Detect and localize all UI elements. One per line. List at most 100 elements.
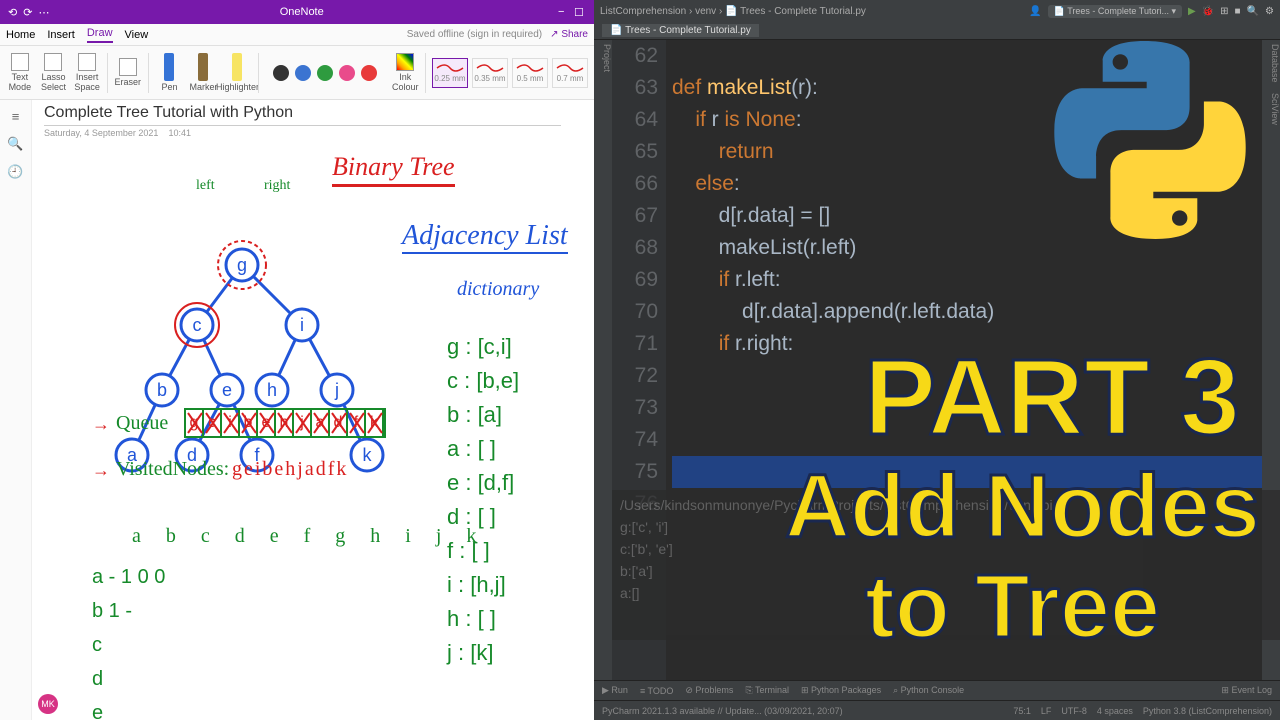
toolwin-tab[interactable]: ⎘ Terminal bbox=[745, 685, 789, 696]
maximize-icon[interactable]: ☐ bbox=[574, 6, 586, 18]
menu-draw[interactable]: Draw bbox=[87, 27, 113, 43]
ink-title-binary: Binary Tree bbox=[332, 152, 455, 187]
color-swatch[interactable] bbox=[273, 65, 289, 81]
overlay-line1: PART 3 bbox=[864, 340, 1240, 453]
user-icon[interactable]: 👤 bbox=[1029, 6, 1041, 17]
width-option[interactable]: 0.25 mm bbox=[432, 58, 468, 88]
queue-cell: e bbox=[258, 410, 276, 436]
text-mode-tool[interactable]: Text Mode bbox=[6, 53, 34, 92]
left-tool-tabs[interactable]: Project bbox=[594, 40, 612, 680]
onenote-canvas[interactable]: Complete Tree Tutorial with Python Satur… bbox=[32, 100, 594, 720]
ink-colour-tool[interactable]: Ink Colour bbox=[391, 53, 419, 92]
settings-icon[interactable]: ⚙ bbox=[1265, 6, 1274, 17]
share-button[interactable]: ↗ Share bbox=[550, 29, 588, 40]
ink-left: left bbox=[196, 178, 215, 194]
toolwin-tab[interactable]: ▶ Run bbox=[602, 685, 628, 696]
adjacency-list: g : [c,i]c : [b,e]b : [a]a : [ ]e : [d,f… bbox=[447, 330, 519, 670]
onenote-titlebar: ⟲ ⟳ ⋯ OneNote − ☐ bbox=[0, 0, 594, 24]
ink-right: right bbox=[264, 178, 290, 194]
back-icon[interactable]: ⟲ bbox=[8, 6, 17, 19]
recent-icon[interactable]: 🕘 bbox=[8, 164, 24, 180]
forward-icon[interactable]: ⟳ bbox=[23, 6, 32, 19]
overlay-line2: Add Nodes bbox=[785, 460, 1260, 555]
status-item[interactable]: LF bbox=[1041, 706, 1052, 716]
search-icon[interactable]: 🔍 bbox=[1247, 6, 1259, 17]
breadcrumb[interactable]: ListComprehension › venv › 📄 Trees - Com… bbox=[600, 6, 866, 17]
more-icon[interactable]: ⋯ bbox=[38, 6, 49, 19]
width-option[interactable]: 0.7 mm bbox=[552, 58, 588, 88]
marker-tool[interactable]: Marker bbox=[188, 53, 218, 92]
svg-text:e: e bbox=[222, 380, 232, 400]
python-logo bbox=[1040, 30, 1260, 250]
queue-cell: b bbox=[240, 410, 258, 436]
queue-cell: i bbox=[222, 410, 240, 436]
toolwin-tab[interactable]: ⊘ Problems bbox=[685, 685, 733, 696]
queue-cell: d bbox=[330, 410, 348, 436]
width-option[interactable]: 0.5 mm bbox=[512, 58, 548, 88]
matrix-header: a b c d e f g h i j k bbox=[132, 525, 486, 548]
width-option[interactable]: 0.35 mm bbox=[472, 58, 508, 88]
status-item[interactable]: UTF-8 bbox=[1061, 706, 1087, 716]
queue-cell: a bbox=[312, 410, 330, 436]
svg-text:b: b bbox=[157, 380, 167, 400]
menu-view[interactable]: View bbox=[125, 29, 149, 41]
status-left[interactable]: PyCharm 2021.1.3 available // Update... … bbox=[602, 706, 843, 716]
menu-insert[interactable]: Insert bbox=[47, 29, 75, 41]
matrix-rows: a - 1 0 0b 1 -cde bbox=[92, 560, 165, 720]
toolwin-tab[interactable]: ≡ TODO bbox=[640, 686, 673, 696]
menu-home[interactable]: Home bbox=[6, 29, 35, 41]
svg-text:c: c bbox=[193, 315, 202, 335]
queue-box: gcibehjadfk bbox=[184, 408, 386, 438]
queue-cell: c bbox=[204, 410, 222, 436]
ink-queue-label: Queue bbox=[116, 412, 168, 435]
ink-arrow2: → bbox=[92, 460, 110, 481]
onenote-sidebar: ≡ 🔍 🕘 bbox=[0, 100, 32, 720]
ink-arrow1: → bbox=[92, 414, 110, 435]
queue-cell: j bbox=[294, 410, 312, 436]
event-log[interactable]: ⊞ Event Log bbox=[1221, 685, 1272, 696]
saved-status: Saved offline (sign in required) bbox=[407, 29, 542, 40]
pycharm-window: ListComprehension › venv › 📄 Trees - Com… bbox=[594, 0, 1280, 720]
ink-adjacency: Adjacency List bbox=[402, 220, 568, 254]
ink-visited-label: VisitedNodes: bbox=[116, 458, 229, 481]
pen-tool[interactable]: Pen bbox=[154, 53, 184, 92]
run-icon[interactable]: ▶ bbox=[1188, 6, 1196, 17]
lasso-tool[interactable]: Lasso Select bbox=[40, 53, 68, 92]
minimize-icon[interactable]: − bbox=[558, 6, 570, 18]
tab-active[interactable]: 📄 Trees - Complete Tutorial.py bbox=[602, 24, 759, 37]
onenote-ribbon: Text Mode Lasso Select Insert Space Eras… bbox=[0, 46, 594, 100]
search-icon[interactable]: 🔍 bbox=[8, 136, 24, 152]
run-config[interactable]: 📄 Trees - Complete Tutori... ▾ bbox=[1048, 5, 1182, 18]
ink-visited-value: geibehjadfk bbox=[232, 458, 348, 481]
highlighter-tool[interactable]: Highlighter bbox=[222, 53, 252, 92]
toolwin-tab[interactable]: ⌕ Python Console bbox=[893, 685, 964, 696]
status-bar: PyCharm 2021.1.3 available // Update... … bbox=[594, 700, 1280, 720]
insert-space-tool[interactable]: Insert Space bbox=[73, 53, 101, 92]
queue-cell: h bbox=[276, 410, 294, 436]
color-palette[interactable] bbox=[265, 65, 385, 81]
queue-cell: f bbox=[348, 410, 366, 436]
color-swatch[interactable] bbox=[339, 65, 355, 81]
debug-icon[interactable]: 🐞 bbox=[1202, 6, 1214, 17]
overlay-line3: to Tree bbox=[865, 560, 1160, 655]
queue-cell: g bbox=[186, 410, 204, 436]
color-swatch[interactable] bbox=[295, 65, 311, 81]
queue-cell: k bbox=[366, 410, 384, 436]
svg-text:i: i bbox=[300, 315, 304, 335]
onenote-window: ⟲ ⟳ ⋯ OneNote − ☐ Home Insert Draw View … bbox=[0, 0, 594, 720]
stroke-widths[interactable]: 0.25 mm0.35 mm0.5 mm0.7 mm bbox=[432, 58, 588, 88]
svg-text:k: k bbox=[363, 445, 373, 465]
eraser-tool[interactable]: Eraser bbox=[114, 58, 142, 87]
status-item[interactable]: 75:1 bbox=[1013, 706, 1031, 716]
color-swatch[interactable] bbox=[361, 65, 377, 81]
stop-icon[interactable]: ■ bbox=[1235, 6, 1241, 17]
svg-text:h: h bbox=[267, 380, 277, 400]
status-item[interactable]: 4 spaces bbox=[1097, 706, 1133, 716]
coverage-icon[interactable]: ⊞ bbox=[1220, 6, 1228, 17]
avatar[interactable]: MK bbox=[38, 694, 58, 714]
color-swatch[interactable] bbox=[317, 65, 333, 81]
nav-icon[interactable]: ≡ bbox=[8, 108, 24, 124]
toolwin-tab[interactable]: ⊞ Python Packages bbox=[801, 685, 881, 696]
tool-window-bar[interactable]: ▶ Run ≡ TODO ⊘ Problems ⎘ Terminal ⊞ Python … bbox=[594, 680, 1280, 700]
status-item[interactable]: Python 3.8 (ListComprehension) bbox=[1143, 706, 1272, 716]
